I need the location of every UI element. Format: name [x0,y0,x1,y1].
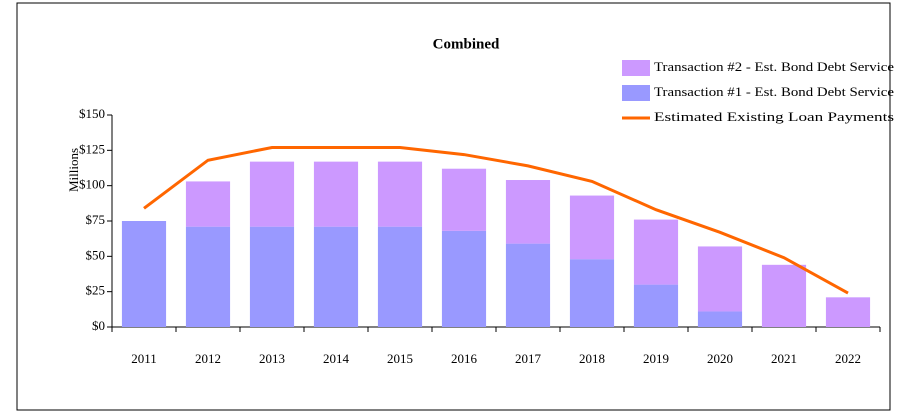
x-tick-label: 2021 [771,351,797,366]
bar [505,180,551,244]
bar [569,195,615,260]
y-tick-label: $125 [79,141,105,156]
bar [633,219,679,285]
bar [441,168,487,231]
bar [377,161,423,227]
x-tick-label: 2020 [707,351,733,366]
bar [697,246,743,312]
y-tick-label: $0 [92,318,105,333]
bar [313,161,359,227]
y-tick-label: $50 [86,247,106,262]
legend-swatch [622,60,650,76]
bar [249,226,295,327]
legend-label: Transaction #2 - Est. Bond Debt Service [654,59,894,74]
y-tick-label: $150 [79,106,105,121]
y-axis-label: Millions [66,148,81,192]
bar [633,284,679,327]
x-tick-label: 2013 [259,351,285,366]
bar [697,311,743,327]
bar [185,181,231,227]
bar [761,264,807,327]
legend-swatch [622,85,650,101]
x-tick-label: 2015 [387,351,413,366]
legend-label: Estimated Existing Loan Payments [654,109,894,124]
x-tick-label: 2019 [643,351,669,366]
line [143,146,849,295]
bar [121,221,167,327]
bar [185,226,231,327]
bar [249,161,295,227]
x-tick-label: 2012 [195,351,221,366]
x-tick-label: 2017 [515,351,542,366]
legend-label: Transaction #1 - Est. Bond Debt Service [654,84,894,99]
bar [505,243,551,327]
bar [825,297,871,327]
y-tick-label: $25 [86,283,106,298]
y-tick-label: $100 [79,177,105,192]
y-tick-label: $75 [86,212,106,227]
x-tick-label: 2018 [579,351,605,366]
x-tick-label: 2016 [451,351,478,366]
chart-title: Combined [433,36,500,52]
bar [377,226,423,327]
x-tick-label: 2014 [323,351,350,366]
bar [569,259,615,327]
x-tick-label: 2022 [835,351,861,366]
bar [313,226,359,327]
bar [441,230,487,327]
x-tick-label: 2011 [131,351,157,366]
